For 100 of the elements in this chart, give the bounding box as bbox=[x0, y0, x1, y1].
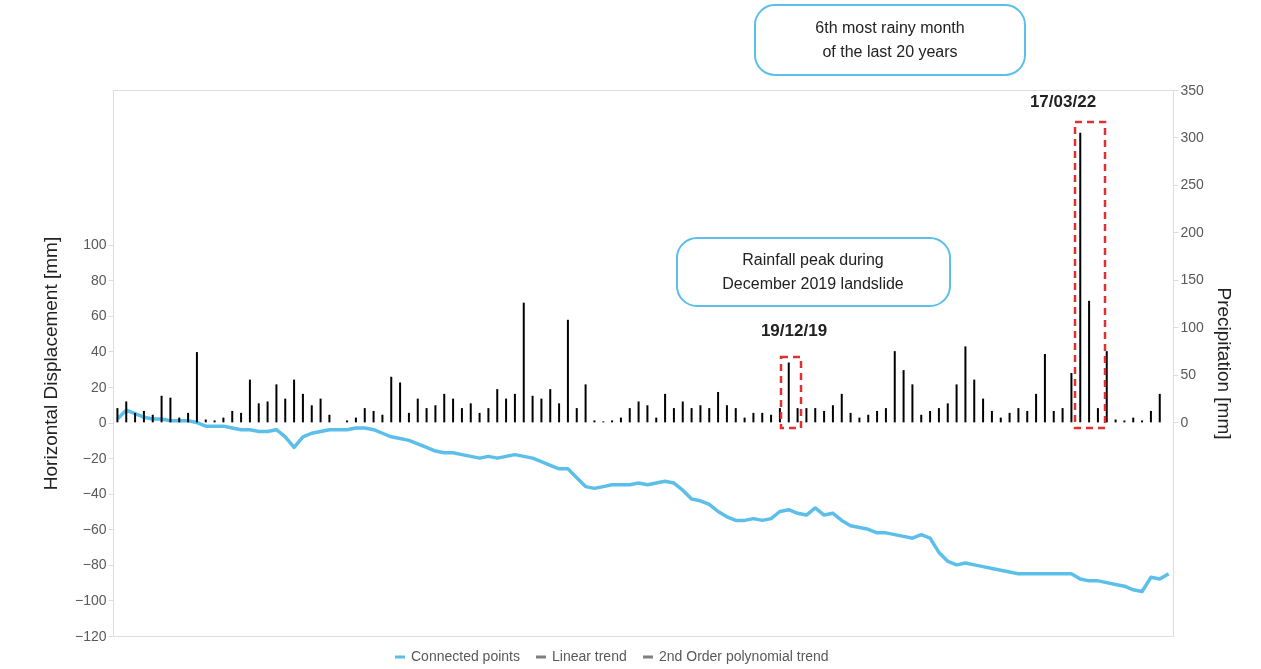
bar bbox=[301, 393, 304, 423]
bar bbox=[1149, 410, 1152, 423]
bar bbox=[787, 362, 790, 423]
y2-tick-label: 300 bbox=[1180, 128, 1205, 145]
bar bbox=[937, 408, 940, 423]
bar bbox=[1105, 351, 1108, 423]
bar bbox=[416, 398, 419, 423]
bar bbox=[1070, 372, 1073, 423]
bar bbox=[399, 382, 402, 423]
y-tick-label: −40 bbox=[82, 485, 107, 502]
bar bbox=[911, 384, 914, 423]
bar bbox=[1114, 419, 1117, 423]
bar bbox=[204, 419, 207, 423]
text: 6th most rainy month of the last 20 years bbox=[815, 19, 965, 60]
bar bbox=[558, 403, 561, 423]
bar bbox=[293, 379, 296, 423]
bar bbox=[955, 384, 958, 423]
bar bbox=[1035, 393, 1038, 423]
bar bbox=[973, 379, 976, 423]
bar bbox=[363, 408, 366, 423]
bar bbox=[814, 408, 817, 423]
bar bbox=[796, 408, 799, 423]
bar bbox=[831, 405, 834, 423]
bar bbox=[884, 408, 887, 423]
bar bbox=[319, 398, 322, 423]
legend-label: 2nd Order polynomial trend bbox=[659, 648, 829, 664]
bar bbox=[982, 398, 985, 423]
bar bbox=[1017, 408, 1020, 423]
bar bbox=[310, 405, 313, 423]
annotation: Rainfall peak during December 2019 landslide bbox=[722, 251, 904, 292]
bar bbox=[248, 379, 251, 423]
bar bbox=[522, 302, 525, 423]
y2-tick-label: 100 bbox=[1180, 318, 1205, 335]
bar bbox=[452, 398, 455, 423]
y-tick-label: −20 bbox=[82, 449, 107, 466]
bar bbox=[195, 352, 198, 423]
bar bbox=[284, 398, 287, 423]
bar bbox=[672, 408, 675, 423]
annotation: 17/03/22 bbox=[1029, 92, 1097, 111]
bar bbox=[187, 412, 190, 423]
bar bbox=[231, 410, 234, 423]
y-tick-label: 100 bbox=[83, 236, 107, 253]
y-tick-label: −80 bbox=[82, 556, 107, 573]
bar bbox=[460, 408, 463, 423]
y2-tick-label: 350 bbox=[1180, 81, 1205, 98]
bar bbox=[1043, 353, 1046, 423]
line-series bbox=[115, 408, 1171, 594]
bar bbox=[328, 414, 331, 423]
bar bbox=[513, 393, 516, 423]
bar bbox=[443, 393, 446, 423]
bar bbox=[575, 408, 578, 423]
bar bbox=[240, 412, 243, 423]
bar bbox=[902, 370, 905, 423]
bar bbox=[761, 412, 764, 423]
legend-label: Linear trend bbox=[552, 648, 627, 664]
bar bbox=[372, 410, 375, 423]
bar bbox=[664, 393, 667, 423]
bar bbox=[929, 410, 932, 423]
y-axis-title: Horizontal Displacement [mm] bbox=[39, 236, 61, 491]
bar bbox=[487, 408, 490, 423]
y-tick-label: −100 bbox=[74, 591, 107, 608]
bar bbox=[752, 412, 755, 423]
bar bbox=[681, 401, 684, 423]
bar bbox=[734, 408, 737, 423]
bar bbox=[699, 405, 702, 423]
y2-axis-title: Precipitation [mm] bbox=[1213, 287, 1235, 440]
bar bbox=[142, 410, 145, 423]
bar bbox=[425, 408, 428, 423]
bar bbox=[1061, 408, 1064, 423]
legend-label: Connected points bbox=[411, 648, 520, 664]
bar bbox=[169, 397, 172, 423]
bar bbox=[381, 414, 384, 423]
bar bbox=[628, 408, 631, 423]
bar bbox=[266, 401, 269, 423]
bar bbox=[478, 412, 481, 423]
bar bbox=[151, 414, 154, 423]
y2-tick-label: 50 bbox=[1180, 366, 1197, 383]
bar bbox=[1052, 410, 1055, 423]
bar bbox=[708, 408, 711, 423]
bar bbox=[540, 398, 543, 423]
bar bbox=[257, 403, 260, 423]
bar bbox=[531, 395, 534, 423]
bar bbox=[770, 414, 773, 423]
bar bbox=[496, 389, 499, 423]
bar bbox=[407, 412, 410, 423]
bar bbox=[1088, 300, 1091, 423]
y2-tick-label: 250 bbox=[1180, 176, 1205, 193]
bar bbox=[990, 410, 993, 423]
bar bbox=[840, 393, 843, 423]
bar bbox=[867, 414, 870, 423]
bar bbox=[505, 398, 508, 423]
bar bbox=[637, 401, 640, 423]
bar bbox=[717, 391, 720, 423]
bar bbox=[549, 389, 552, 423]
bar bbox=[275, 384, 278, 423]
bar bbox=[725, 405, 728, 423]
y-tick-label: 40 bbox=[90, 342, 107, 359]
y-tick-label: −120 bbox=[74, 627, 107, 644]
y2-tick-label: 150 bbox=[1180, 271, 1205, 288]
bar bbox=[566, 319, 569, 423]
